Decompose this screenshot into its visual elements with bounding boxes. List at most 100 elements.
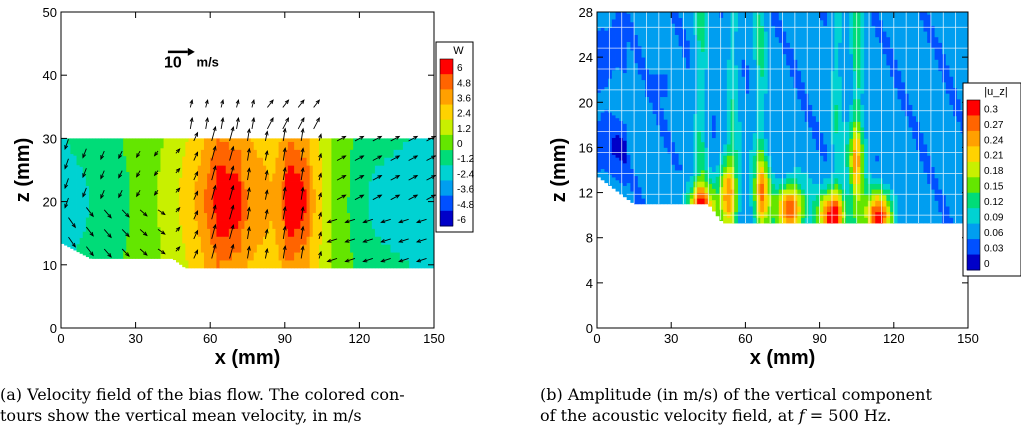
velocity-vector-head <box>118 193 123 199</box>
contour-cell <box>715 74 720 81</box>
contour-cell <box>222 188 227 198</box>
contour-cell <box>771 121 776 128</box>
contour-cell <box>353 260 357 269</box>
contour-cell <box>741 189 746 196</box>
contour-cell <box>73 147 77 156</box>
contour-cell <box>615 27 620 34</box>
contour-cell <box>393 236 398 245</box>
contour-cell <box>852 144 858 151</box>
contour-cell <box>634 130 639 137</box>
contour-cell <box>619 148 624 155</box>
contour-cell <box>79 166 84 175</box>
contour-cell <box>92 242 96 251</box>
contour-cell <box>793 12 798 15</box>
contour-cell <box>630 67 635 74</box>
contour-cell <box>652 158 657 165</box>
contour-cell <box>172 228 177 237</box>
contour-cell <box>730 19 735 26</box>
contour-cell <box>663 12 668 19</box>
contour-cell <box>830 132 835 139</box>
contour-cell <box>726 42 731 49</box>
contour-cell <box>626 143 631 150</box>
contour-cell <box>856 65 861 72</box>
contour-cell <box>660 186 665 193</box>
contour-cell <box>328 173 332 182</box>
contour-cell <box>157 211 161 220</box>
contour-cell <box>101 218 105 228</box>
contour-cell <box>399 138 404 142</box>
contour-cell <box>797 115 802 122</box>
velocity-vector <box>264 229 268 239</box>
contour-cell <box>163 242 168 251</box>
contour-cell <box>409 260 413 269</box>
contour-cell <box>834 87 839 94</box>
contour-cell <box>689 147 694 154</box>
contour-cell <box>225 212 230 221</box>
reference-vector-head <box>187 47 195 56</box>
contour-cell <box>634 164 639 171</box>
velocity-vector-head <box>395 155 401 160</box>
contour-cell <box>827 42 832 49</box>
velocity-vector-head <box>82 173 87 179</box>
contour-cell <box>203 244 208 253</box>
contour-cell <box>244 149 248 158</box>
contour-cell <box>641 34 646 41</box>
contour-cell <box>185 204 189 214</box>
contour-cell <box>834 166 839 173</box>
contour-cell <box>365 157 370 166</box>
velocity-vector <box>139 209 148 217</box>
contour-cell <box>737 53 743 60</box>
contour-cell <box>241 252 245 261</box>
contour-cell <box>726 59 731 66</box>
velocity-vector-head <box>230 243 235 249</box>
contour-cell <box>412 157 416 166</box>
contour-cell <box>287 228 292 237</box>
contour-cell <box>284 260 289 269</box>
contour-cell <box>704 96 709 103</box>
contour-cell <box>749 121 754 128</box>
contour-cell <box>704 192 709 199</box>
contour-cell <box>256 173 261 182</box>
velocity-vector-head <box>344 219 350 224</box>
contour-cell <box>315 196 320 206</box>
contour-cell <box>637 34 642 41</box>
contour-cell <box>663 68 668 75</box>
contour-cell <box>737 76 743 83</box>
contour-cell <box>73 139 77 148</box>
contour-cell <box>200 228 205 237</box>
contour-cell <box>418 260 422 269</box>
contour-cell <box>797 12 802 15</box>
contour-cell <box>384 181 388 190</box>
contour-cell <box>797 87 802 94</box>
contour-cell <box>663 141 668 148</box>
colorbar-outline <box>439 58 454 227</box>
contour-cell <box>359 252 363 261</box>
contour-cell <box>793 155 798 162</box>
velocity-vector-head <box>415 219 422 224</box>
contour-cell <box>838 138 843 145</box>
contour-cell <box>801 76 806 83</box>
contour-cell <box>73 186 77 196</box>
contour-cell <box>823 132 828 139</box>
contour-cell <box>663 51 668 58</box>
contour-cell <box>129 226 133 236</box>
contour-cell <box>749 110 754 117</box>
contour-cell <box>430 149 435 158</box>
contour-cell <box>660 124 665 131</box>
contour-cell <box>356 149 360 158</box>
contour-cell <box>384 228 388 237</box>
velocity-vector-head <box>212 243 217 249</box>
contour-cell <box>752 160 757 168</box>
contour-cell <box>756 48 761 55</box>
contour-cell <box>303 141 307 150</box>
contour-cell <box>126 203 130 212</box>
contour-cell <box>656 113 661 120</box>
contour-cell <box>191 188 196 198</box>
contour-cell <box>823 172 828 179</box>
contour-cell <box>101 179 105 188</box>
contour-cell <box>622 162 628 169</box>
contour-cell <box>801 70 806 77</box>
contour-cell <box>693 130 698 137</box>
contour-cell <box>660 175 665 182</box>
contour-cell <box>359 149 363 158</box>
